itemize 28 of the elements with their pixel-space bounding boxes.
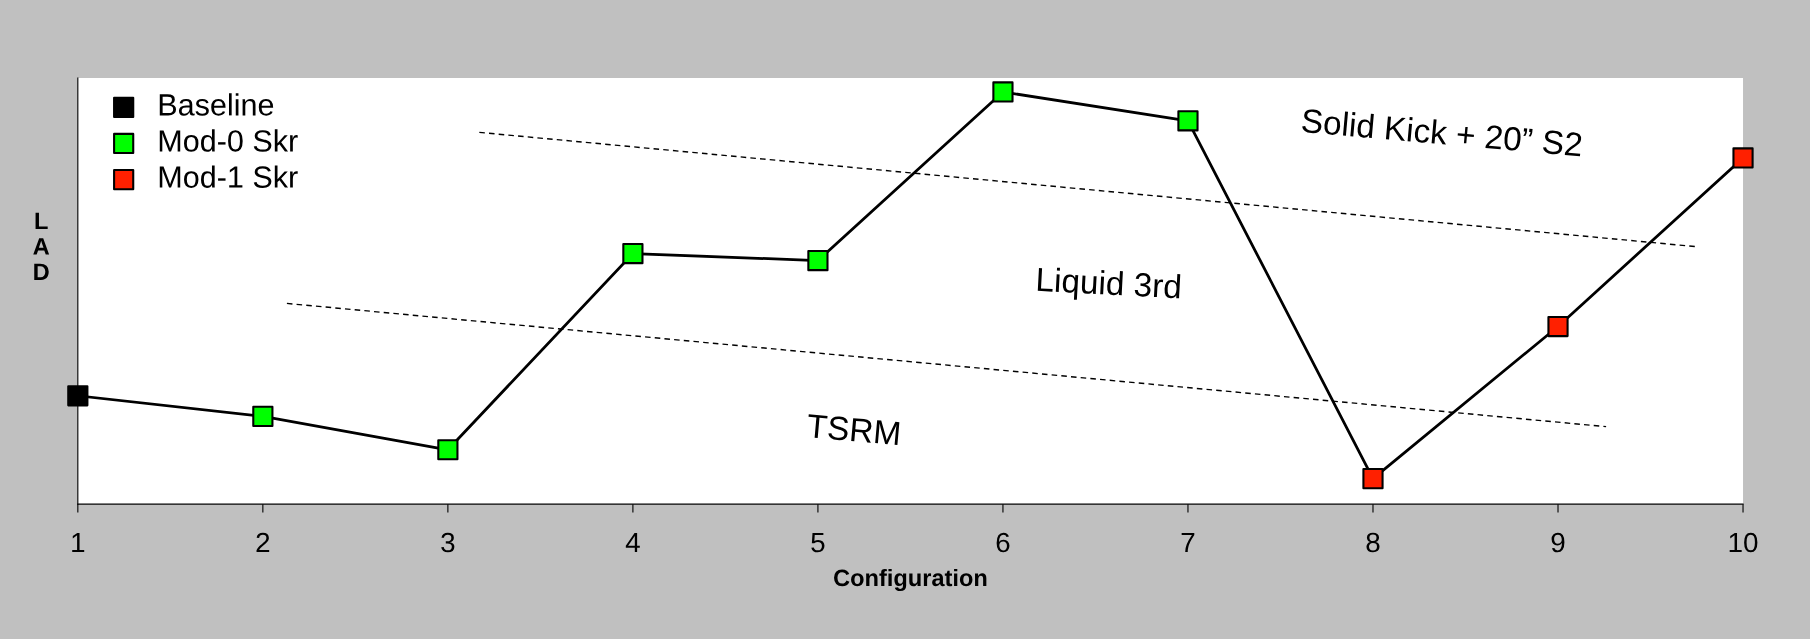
x-tick-label: 5 — [811, 532, 825, 553]
x-axis-title: Configuration — [834, 568, 987, 592]
x-tick-label: 2 — [256, 532, 270, 553]
point — [622, 242, 644, 265]
point — [1362, 468, 1384, 490]
point — [1177, 110, 1199, 132]
point — [992, 81, 1014, 103]
x-tick-label: 6 — [996, 532, 1010, 553]
x-tick-label: 8 — [1366, 532, 1380, 553]
y-axis-title: LAD — [33, 212, 50, 280]
legend-label: Mod-0 Skr — [159, 129, 298, 152]
x-tick-label: 3 — [441, 532, 455, 553]
x-tick-label: 1 — [72, 532, 85, 553]
legend-label: Mod-1 Skr — [159, 165, 298, 188]
point — [67, 385, 89, 407]
annotation: Solid Kick + 20” S2 — [1301, 107, 1583, 157]
x-tick-label: 7 — [1181, 532, 1195, 553]
x-tick-label: 10 — [1729, 532, 1758, 553]
point — [437, 439, 459, 461]
annotation: TSRM — [806, 413, 900, 446]
x-tick-label: 9 — [1551, 532, 1565, 553]
point — [807, 249, 829, 272]
annotation: Liquid 3rd — [1037, 266, 1181, 306]
x-tick-label: 4 — [625, 532, 640, 553]
point — [1547, 315, 1569, 338]
point — [1732, 147, 1754, 169]
point — [252, 405, 274, 427]
legend-label: Baseline — [159, 93, 274, 116]
